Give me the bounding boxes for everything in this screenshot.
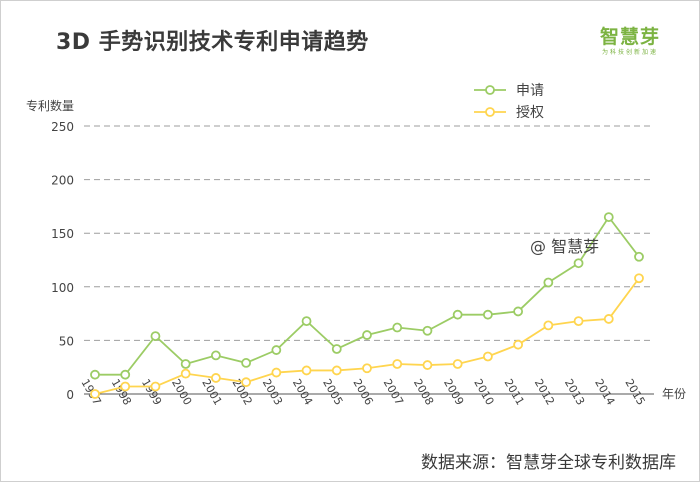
data-point	[603, 212, 614, 223]
data-point	[573, 258, 584, 269]
data-point	[331, 365, 342, 376]
brand-tagline: 为科技创新加速	[602, 49, 659, 56]
data-point	[543, 320, 554, 331]
data-point	[180, 359, 191, 369]
data-point	[210, 350, 221, 361]
chart-title: 3D 手势识别技术专利申请趋势	[56, 30, 369, 55]
x-tick-label: 2015	[622, 377, 647, 408]
x-tick-label: 2010	[471, 377, 496, 408]
data-point	[150, 381, 161, 392]
data-point	[543, 277, 554, 288]
x-tick-label: 2009	[441, 377, 466, 408]
y-axis-label: 专利数量	[26, 98, 74, 113]
legend-label-2: 授权	[516, 105, 544, 121]
y-tick-label: 0	[66, 388, 74, 402]
data-point	[241, 358, 252, 368]
data-point	[513, 306, 524, 317]
x-tick-label: 2005	[320, 377, 345, 408]
data-point	[331, 344, 342, 354]
y-tick-label: 50	[59, 334, 74, 348]
data-point	[120, 381, 131, 392]
data-point	[392, 359, 403, 369]
data-point	[482, 309, 493, 320]
data-point	[452, 309, 463, 320]
data-source: 数据来源：智慧芽全球专利数据库	[421, 453, 676, 473]
data-point	[241, 377, 252, 388]
data-point	[120, 369, 131, 380]
legend-label-1: 申请	[516, 83, 544, 99]
data-point	[90, 369, 100, 380]
x-axis-label: 年份	[662, 387, 686, 401]
data-point	[210, 373, 221, 383]
y-tick-label: 150	[51, 227, 74, 241]
data-point	[180, 368, 191, 379]
x-tick-label: 2004	[290, 377, 315, 408]
data-point	[392, 322, 403, 333]
legend-marker-1	[485, 85, 495, 95]
data-point	[513, 339, 524, 350]
data-point	[362, 330, 372, 340]
x-tick-label: 2001	[199, 377, 224, 408]
data-point	[301, 365, 312, 376]
x-tick-label: 2007	[381, 377, 406, 408]
x-tick-label: 2014	[592, 377, 617, 408]
watermark: @ 智慧芽	[530, 237, 599, 256]
data-point	[452, 359, 463, 369]
x-tick-label: 2013	[562, 377, 587, 408]
y-tick-label: 250	[51, 120, 74, 134]
y-tick-label: 200	[51, 174, 74, 188]
x-tick-label: 2012	[532, 377, 557, 408]
data-point	[301, 316, 312, 327]
x-tick-label: 2011	[502, 377, 527, 408]
x-tick-label: 1998	[109, 377, 134, 408]
data-point	[482, 351, 493, 362]
data-point	[634, 273, 644, 284]
brand-logo: 智慧芽	[600, 26, 661, 48]
data-point	[90, 389, 100, 399]
data-point	[603, 314, 614, 324]
data-point	[271, 345, 282, 355]
x-tick-label: 1999	[139, 377, 164, 408]
data-point	[573, 316, 584, 327]
data-point	[422, 360, 433, 370]
x-tick-label: 2000	[169, 377, 194, 408]
y-tick-label: 100	[51, 281, 74, 295]
data-point	[271, 367, 282, 378]
x-tick-label: 2006	[350, 377, 375, 408]
data-point	[634, 251, 644, 262]
x-tick-label: 2003	[260, 377, 285, 408]
legend-marker-2	[485, 107, 495, 117]
data-point	[150, 331, 161, 342]
data-point	[362, 363, 372, 374]
data-point	[422, 325, 433, 336]
x-tick-label: 2008	[411, 377, 436, 408]
